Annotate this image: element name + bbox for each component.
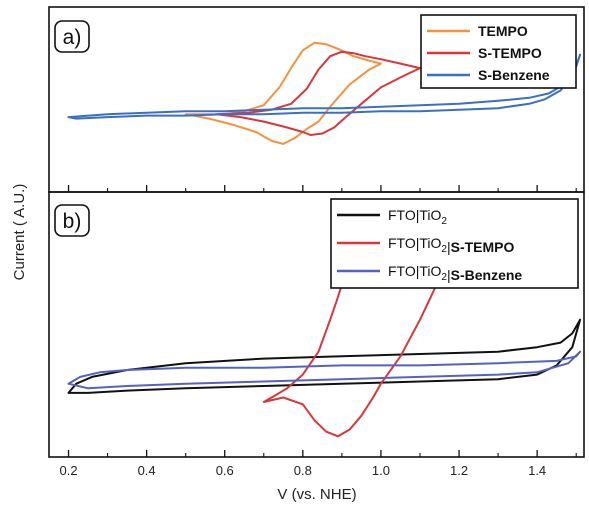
x-tick-label: 0.6 (216, 463, 234, 478)
x-tick-label: 0.8 (294, 463, 312, 478)
legend-b-label: FTO|TiO2 (388, 207, 447, 227)
x-tick-label: 1.2 (450, 463, 468, 478)
panel-b-series-2 (67, 350, 582, 390)
x-axis-ticks: 0.2 0.4 0.6 0.8 1.0 1.2 1.4 (59, 185, 577, 478)
x-tick-label: 0.4 (138, 463, 156, 478)
x-tick-label: 0.2 (59, 463, 77, 478)
legend-a-label: S-TEMPO (478, 45, 542, 61)
legend-a-label: TEMPO (478, 23, 528, 39)
x-tick-label: 1.4 (528, 463, 546, 478)
panel-b-tag-text: b) (63, 210, 82, 233)
y-axis-title: Current ( A.U.) (11, 184, 28, 281)
panel-a-tag-text: a) (63, 26, 82, 49)
legend-a-label: S-Benzene (478, 67, 550, 83)
panel-a-series-0 (184, 41, 382, 145)
panel-a-series-1 (215, 50, 421, 136)
panel-b-frame (48, 191, 585, 458)
legend-a: TEMPO S-TEMPO S-Benzene (420, 14, 577, 89)
x-tick-label: 1.0 (372, 463, 390, 478)
panel-b-series-0 (67, 318, 582, 394)
legend-b: FTO|TiO2 FTO|TiO2|S-TEMPO FTO|TiO2|S-Benze… (330, 198, 579, 289)
legend-b-label: FTO|TiO2|S-TEMPO (388, 235, 515, 255)
panel-b-tag: b) (54, 204, 90, 237)
panel-a-tag: a) (54, 20, 90, 53)
x-axis-title: V (vs. NHE) (277, 486, 356, 503)
legend-b-label: FTO|TiO2|S-Benzene (388, 263, 522, 283)
